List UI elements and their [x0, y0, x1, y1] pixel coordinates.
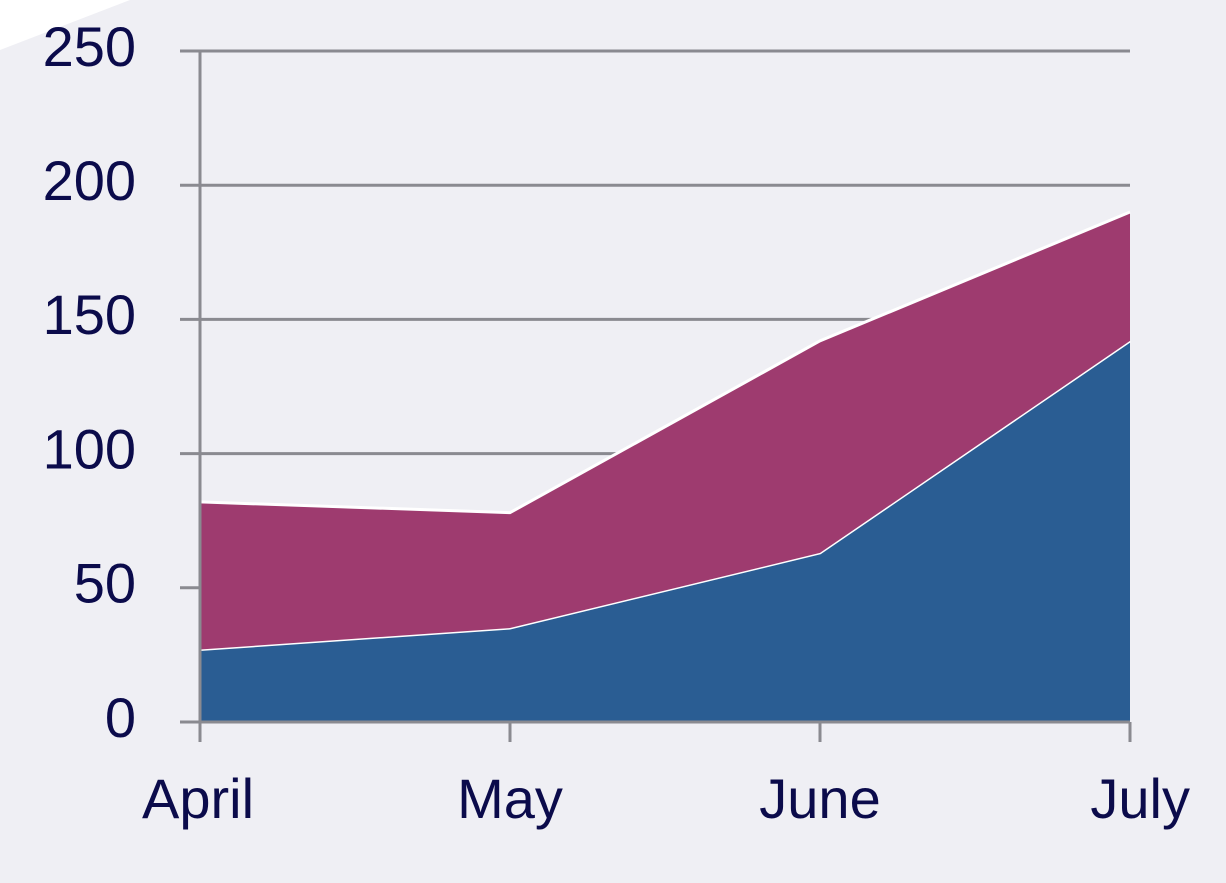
- x-tick-label: July: [1090, 767, 1190, 830]
- y-tick-label: 100: [43, 417, 136, 480]
- x-tick-label: April: [142, 767, 254, 830]
- area: [200, 340, 1130, 722]
- corner-decoration: [0, 0, 130, 50]
- x-tick-label: May: [457, 767, 563, 830]
- x-tick-label: June: [759, 767, 880, 830]
- y-tick-label: 200: [43, 149, 136, 212]
- area: [200, 212, 1130, 650]
- y-tick-label: 150: [43, 283, 136, 346]
- y-tick-label: 250: [43, 15, 136, 78]
- y-tick-label: 50: [74, 552, 136, 615]
- y-tick-label: 0: [105, 686, 136, 749]
- area-edge: [199, 210, 1131, 515]
